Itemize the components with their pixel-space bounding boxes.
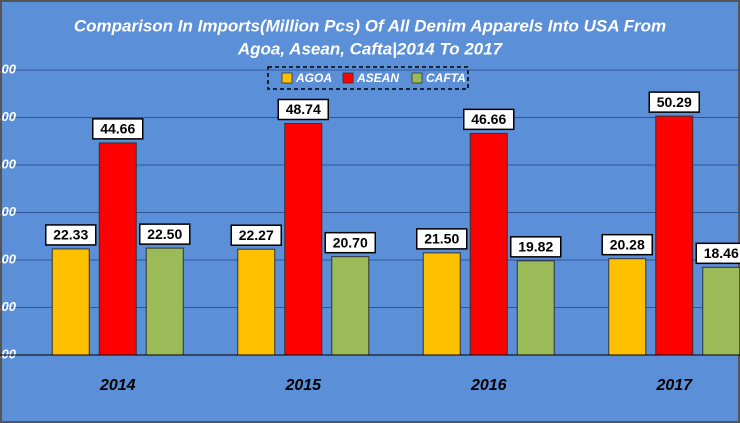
value-label: 22.27 [239, 227, 274, 243]
value-label: 50.29 [657, 94, 692, 110]
bar [702, 266, 740, 356]
value-label-box [92, 118, 144, 140]
x-tick-label: 2015 [284, 377, 322, 394]
bar [237, 248, 276, 356]
value-label-box [277, 98, 329, 121]
value-label-box [416, 228, 468, 250]
bar [422, 252, 461, 356]
bar [51, 248, 90, 356]
value-label: 44.66 [100, 121, 135, 137]
y-tick-label: 10.00 [0, 299, 17, 314]
value-label-box [601, 233, 653, 256]
y-tick-label: 60.00 [0, 61, 17, 76]
bar [284, 122, 323, 356]
chart-subtitle: Agoa, Asean, Cafta|2014 To 2017 [237, 39, 504, 58]
legend-swatch [281, 72, 293, 84]
bar [98, 142, 137, 356]
value-label-box [230, 224, 282, 246]
value-label-box [510, 236, 562, 258]
x-tick-label: 2014 [99, 377, 136, 394]
legend: AGOA ASEAN CAFTA [281, 71, 466, 85]
value-label-box [45, 224, 97, 246]
y-tick-label: 30.00 [0, 204, 17, 219]
x-tick-label: 2017 [655, 377, 693, 394]
legend-label: AGOA [295, 71, 332, 85]
value-label: 48.74 [286, 101, 321, 117]
value-label: 22.50 [147, 226, 182, 242]
value-label-box [648, 91, 700, 113]
legend-label: CAFTA [426, 71, 466, 85]
value-label: 22.33 [53, 227, 88, 243]
value-label-box [324, 231, 376, 254]
y-tick-label: 50.00 [0, 109, 17, 124]
value-label-box [139, 223, 191, 245]
chart-title: Comparison In Imports(Million Pcs) Of Al… [74, 16, 666, 35]
value-label: 20.70 [333, 234, 368, 250]
y-tick-label: 0.00 [0, 346, 17, 361]
value-label: 19.82 [518, 239, 553, 255]
value-label: 18.46 [704, 245, 739, 261]
value-label-box [463, 108, 515, 131]
legend-swatch [411, 72, 423, 84]
y-tick-label: 20.00 [0, 251, 17, 266]
bars: 2014 22.33 44.66 22.50 2015 22.27 48.74 20.70 20… [0, 91, 740, 394]
bar [516, 260, 555, 356]
bar [145, 247, 184, 356]
value-label: 46.66 [471, 111, 506, 127]
value-label: 21.50 [424, 231, 459, 247]
bar [331, 256, 370, 356]
value-label: 20.28 [610, 236, 645, 252]
legend-label: ASEAN [356, 71, 399, 85]
bar [608, 258, 647, 356]
legend-box [267, 66, 469, 90]
bar [469, 132, 508, 356]
bar [655, 115, 694, 356]
x-tick-label: 2016 [470, 377, 507, 394]
y-tick-label: 40.00 [0, 156, 17, 171]
value-label-box [695, 242, 740, 265]
legend-swatch [342, 72, 354, 84]
